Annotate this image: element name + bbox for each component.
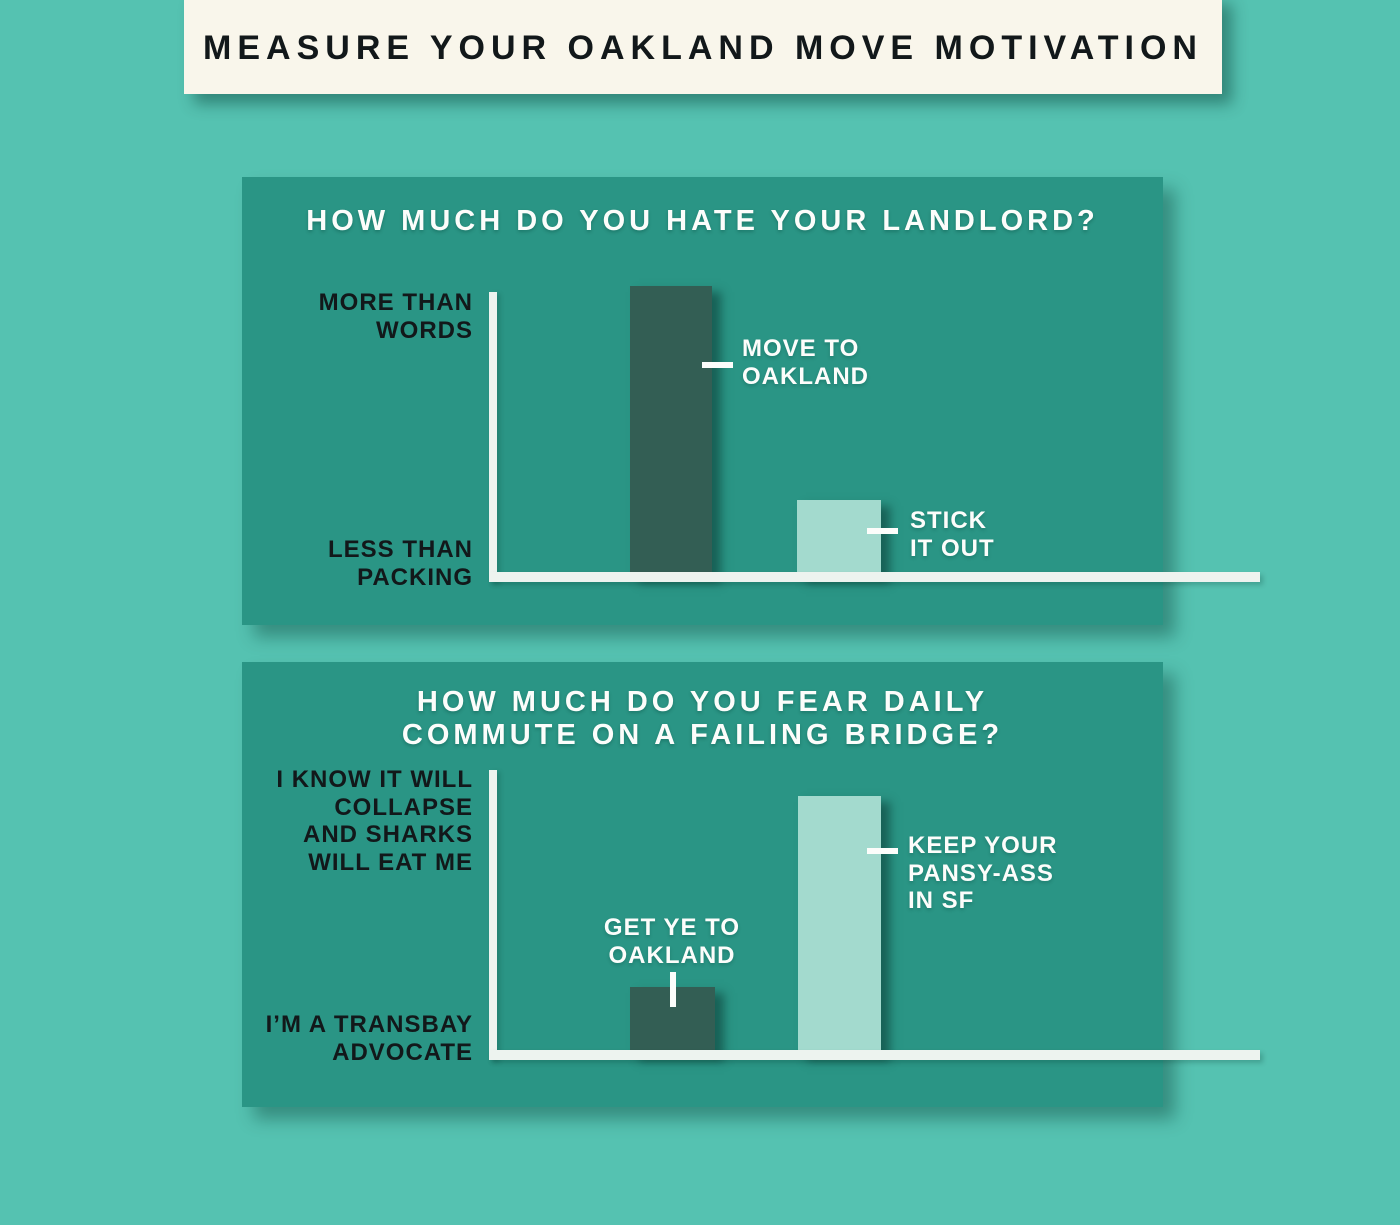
y-axis-line (489, 770, 497, 1060)
chart-panel-bridge: HOW MUCH DO YOU FEAR DAILY COMMUTE ON A … (242, 662, 1260, 1107)
chart-title: HOW MUCH DO YOU FEAR DAILY COMMUTE ON A … (401, 686, 1004, 751)
bar-stick-it-out (797, 500, 881, 577)
y-axis-tick-label-bottom: I’M A TRANSBAY ADVOCATE (265, 1011, 473, 1066)
chart-title: HOW MUCH DO YOU HATE YOUR LANDLORD? (306, 205, 1099, 237)
bar-label-stick-it-out: STICK IT OUT (910, 507, 995, 562)
page-title: MEASURE YOUR OAKLAND MOVE MOTIVATION (203, 28, 1203, 67)
chart-panel-landlord: HOW MUCH DO YOU HATE YOUR LANDLORD? MORE… (242, 177, 1260, 625)
label-connector (702, 362, 733, 368)
bar-label-move-to-oakland: MOVE TO OAKLAND (742, 335, 869, 390)
title-banner: MEASURE YOUR OAKLAND MOVE MOTIVATION (184, 0, 1222, 94)
label-connector (867, 528, 898, 534)
x-axis-line (489, 1050, 1260, 1060)
bar-label-keep-your-pansy-ass-in-sf: KEEP YOUR PANSY-ASS IN SF (908, 832, 1058, 914)
bar-label-get-ye-to-oakland: GET YE TO OAKLAND (603, 914, 741, 969)
y-axis-tick-label-bottom: LESS THAN PACKING (327, 536, 473, 591)
bar-move-to-oakland (630, 286, 712, 577)
label-connector (670, 972, 676, 1007)
y-axis-tick-label-top: I KNOW IT WILL COLLAPSE AND SHARKS WILL … (276, 766, 473, 876)
label-connector (867, 848, 898, 854)
x-axis-line (489, 572, 1260, 582)
plot-area (242, 177, 1163, 577)
y-axis-line (489, 292, 497, 582)
bar-keep-your-pansy-ass-in-sf (798, 796, 881, 1055)
y-axis-tick-label-top: MORE THAN WORDS (318, 289, 473, 344)
